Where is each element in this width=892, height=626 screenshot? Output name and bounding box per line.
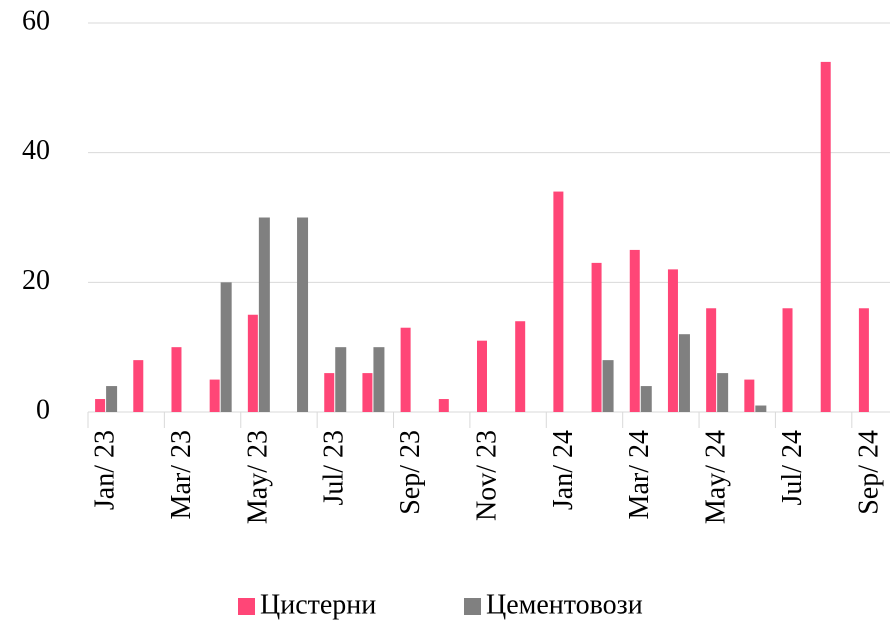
bar [324,373,335,412]
bar [258,217,270,412]
bar [678,334,690,412]
y-tick-label: 20 [22,265,50,296]
bar [640,386,652,412]
bar [400,327,411,412]
x-tick-label: Jul/ 24 [777,430,808,505]
bar [591,262,602,412]
x-tick-label: Jan/ 24 [548,430,579,510]
y-tick-label: 0 [36,394,50,425]
x-tick-label: May/ 24 [701,430,732,524]
x-tick-label: Mar/ 24 [624,430,655,519]
x-tick-label: Mar/ 23 [166,430,197,519]
y-tick-label: 60 [22,5,50,36]
bar [362,373,373,412]
bar [477,340,487,412]
x-tick-label: Sep/ 24 [853,430,884,515]
bar [133,360,144,412]
x-tick-label: Jul/ 23 [319,430,350,505]
legend-label: Цементовози [486,589,643,620]
bar [95,399,106,412]
x-tick-label: May/ 23 [242,430,273,524]
bar [171,347,182,412]
bar [335,347,347,412]
legend-swatch [238,598,255,615]
bar [858,308,869,412]
bar [782,308,793,412]
bar [373,347,385,412]
legend-swatch [464,598,481,615]
bar [706,308,717,412]
y-tick-label: 40 [22,135,50,166]
bar [553,191,564,412]
bar [717,373,729,412]
bar [755,405,767,412]
bar [247,314,258,412]
bar [297,217,309,412]
bar [820,61,831,413]
bar [106,386,118,412]
bar [667,269,678,412]
x-tick-label: Nov/ 23 [471,430,502,521]
legend-label: Цистерни [260,589,376,620]
bar [602,360,614,412]
bar [515,321,526,412]
x-tick-label: Jan/ 23 [90,430,121,510]
bar [438,399,449,412]
x-tick-label: Sep/ 23 [395,430,426,515]
bar [744,379,755,412]
bar [629,249,640,412]
bar [209,379,220,412]
bar [220,282,232,412]
